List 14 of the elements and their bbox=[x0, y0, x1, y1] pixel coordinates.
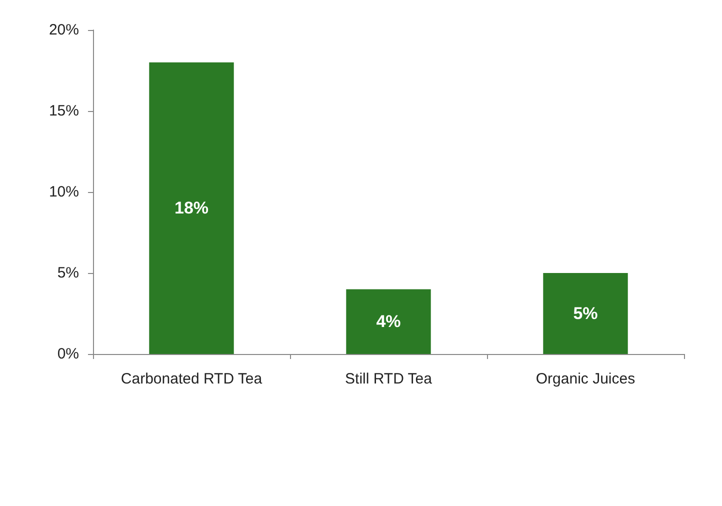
data-label: 4% bbox=[376, 312, 401, 332]
y-tick-label: 5% bbox=[57, 264, 79, 282]
x-tick-label: Carbonated RTD Tea bbox=[120, 370, 263, 388]
data-label: 5% bbox=[573, 304, 598, 323]
bar bbox=[149, 62, 234, 354]
data-label: 18% bbox=[174, 198, 209, 218]
bar bbox=[346, 289, 431, 354]
x-tick-label: Organic Juices bbox=[536, 370, 636, 388]
y-tick-label: 15% bbox=[48, 102, 79, 120]
y-tick-label: 20% bbox=[48, 22, 79, 38]
y-tick-label: 10% bbox=[48, 184, 79, 200]
bar bbox=[543, 273, 628, 354]
y-tick-label: 0% bbox=[57, 346, 79, 362]
x-tick-label: Still RTD Tea bbox=[345, 370, 433, 388]
